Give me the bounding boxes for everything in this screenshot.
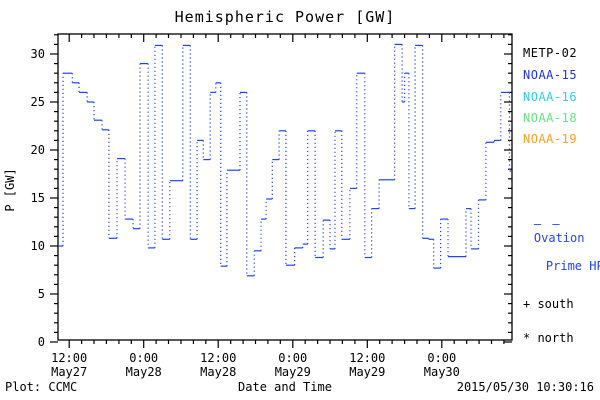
ovation-label-line1: Ovation — [533, 231, 585, 245]
legend-noaa16: NOAA-16 — [523, 90, 578, 104]
svg-text:5: 5 — [38, 287, 45, 301]
svg-text:15: 15 — [31, 191, 45, 205]
plot-source-label: Plot: CCMC — [5, 380, 78, 394]
svg-text:May28: May28 — [126, 365, 162, 379]
svg-text:12:00: 12:00 — [200, 351, 236, 365]
svg-text:20: 20 — [31, 143, 45, 157]
svg-text:P [GW]: P [GW] — [3, 168, 17, 211]
chart-title: Hemispheric Power [GW] — [174, 8, 396, 26]
x-axis-title: Date and Time — [238, 380, 332, 394]
svg-text:May29: May29 — [349, 365, 385, 379]
ovation-label-line2: Prime HPI — [545, 259, 600, 273]
svg-text:0:00: 0:00 — [129, 351, 158, 365]
svg-text:30: 30 — [31, 47, 45, 61]
north-marker-note: * north — [523, 331, 574, 345]
legend-metp02: METP-02 — [523, 46, 578, 60]
svg-text:12:00: 12:00 — [51, 351, 87, 365]
plot-timestamp: 2015/05/30 10:30:16 — [456, 380, 594, 394]
svg-text:0:00: 0:00 — [278, 351, 307, 365]
legend-noaa15: NOAA-15 — [523, 68, 578, 82]
legend-noaa19: NOAA-19 — [523, 132, 578, 146]
svg-text:0: 0 — [38, 335, 45, 349]
legend-ovation-prime-hpi: – — Ovation Prime HPI — [505, 203, 600, 287]
svg-text:May30: May30 — [424, 365, 460, 379]
svg-text:May29: May29 — [275, 365, 311, 379]
svg-text:0:00: 0:00 — [427, 351, 456, 365]
legend-noaa18: NOAA-18 — [523, 111, 578, 125]
ovation-line-sample: – — — [533, 217, 562, 231]
svg-text:12:00: 12:00 — [349, 351, 385, 365]
svg-text:25: 25 — [31, 95, 45, 109]
svg-text:May28: May28 — [200, 365, 236, 379]
svg-text:10: 10 — [31, 239, 45, 253]
south-marker-note: + south — [523, 297, 574, 311]
svg-text:May27: May27 — [51, 365, 87, 379]
